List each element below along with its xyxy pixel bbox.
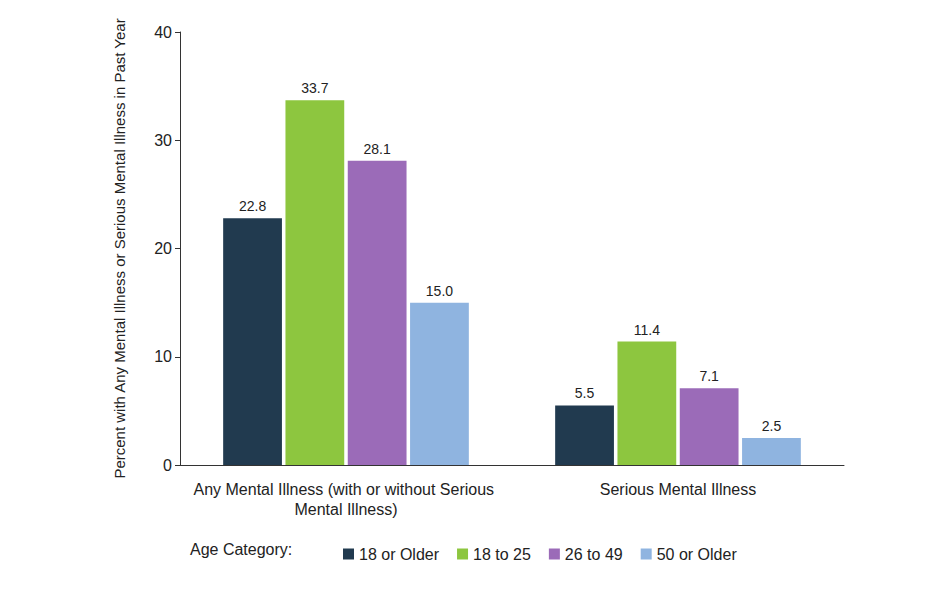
svg-text:30: 30: [154, 132, 172, 149]
svg-text:11.4: 11.4: [634, 322, 660, 338]
svg-text:15.0: 15.0: [426, 283, 453, 299]
svg-text:33.7: 33.7: [301, 80, 328, 96]
svg-text:10: 10: [154, 348, 172, 365]
svg-text:26 to 49: 26 to 49: [565, 546, 623, 563]
svg-text:Age Category:: Age Category:: [190, 541, 292, 558]
svg-text:Percent with Any Mental Illnes: Percent with Any Mental Illness or Serio…: [111, 18, 128, 478]
svg-text:2.5: 2.5: [762, 418, 782, 434]
svg-text:20: 20: [154, 240, 172, 257]
svg-text:40: 40: [154, 24, 172, 41]
svg-text:22.8: 22.8: [239, 198, 266, 214]
svg-text:Serious Mental Illness: Serious Mental Illness: [600, 481, 757, 498]
svg-text:7.1: 7.1: [699, 368, 719, 384]
svg-text:18 to 25: 18 to 25: [473, 546, 531, 563]
svg-text:0: 0: [163, 457, 172, 474]
svg-text:5.5: 5.5: [575, 385, 595, 401]
svg-text:Any Mental Illness (with or wi: Any Mental Illness (with or without Seri…: [193, 481, 498, 498]
svg-text:Mental Illness): Mental Illness): [294, 501, 397, 518]
svg-text:28.1: 28.1: [364, 141, 391, 157]
svg-text:18 or Older: 18 or Older: [359, 546, 440, 563]
svg-text:50 or Older: 50 or Older: [657, 546, 738, 563]
